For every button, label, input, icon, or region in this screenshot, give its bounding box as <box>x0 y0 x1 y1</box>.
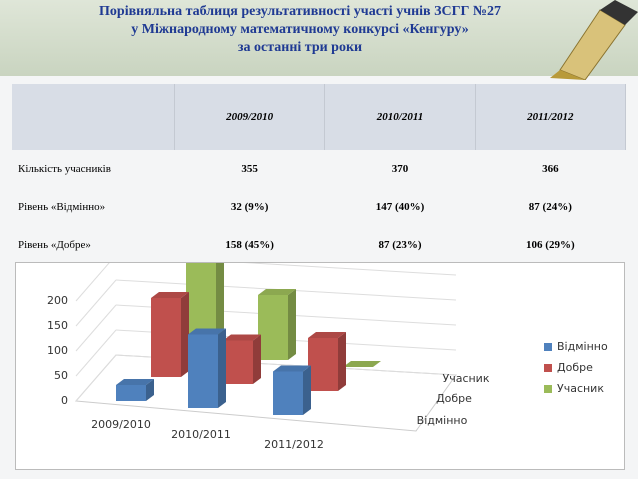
bar-front <box>273 371 303 415</box>
bar-front <box>188 334 218 408</box>
chart: 0 50 100 150 200 2009/2010 2010/2011 2011/2012 В… <box>15 262 625 470</box>
bar-top <box>343 361 381 367</box>
header-row: 2009/2010 2010/2011 2011/2012 <box>12 84 627 150</box>
value-cell: 366 <box>542 163 559 175</box>
table-row: Кількість учасників 355 370 366 <box>12 150 626 188</box>
value-cell: 370 <box>391 163 409 175</box>
legend-swatch <box>544 364 552 372</box>
x-tick-label: 2010/2011 <box>171 428 231 441</box>
y-tick-label: 50 <box>54 369 68 382</box>
bar-front <box>308 338 338 391</box>
bar-top <box>151 292 189 298</box>
header-cell: 2009/2010 <box>174 84 326 150</box>
value-cell: 87 (23%) <box>378 239 422 251</box>
bar <box>223 334 261 384</box>
header-band <box>0 0 638 76</box>
bar-front <box>223 340 253 384</box>
depth-label: Відмінно <box>417 414 468 427</box>
bar-front <box>151 298 181 377</box>
bar <box>258 289 296 360</box>
bar <box>116 379 154 401</box>
depth-label: Добре <box>436 392 472 405</box>
table-row: Рівень «Відмінно» 32 (9%) 147 (40%) 87 (24%… <box>12 188 626 226</box>
bar-side <box>146 379 154 401</box>
bar-front <box>116 385 146 401</box>
legend-label: Учасник <box>557 382 604 395</box>
corner-cell <box>12 84 175 150</box>
value-cell: 106 (29%) <box>526 239 575 251</box>
table-row: Рівень «Добре» 158 (45%) 87 (23%) 106 (29%) <box>12 226 626 264</box>
grid-line <box>243 263 457 276</box>
label-cell: Рівень «Добре» <box>18 239 91 251</box>
y-tick-label: 150 <box>47 319 68 332</box>
bar-side <box>338 332 346 391</box>
value-cell: 158 (45%) <box>225 239 274 251</box>
y-tick-label: 100 <box>47 344 68 357</box>
bar-front <box>258 295 288 360</box>
bar-side <box>218 328 226 408</box>
x-tick-label: 2011/2012 <box>264 438 324 451</box>
depth-label: Учасник <box>443 372 490 385</box>
bar <box>343 361 381 367</box>
grid-line <box>75 354 117 402</box>
grid-line <box>75 263 110 302</box>
y-tick-label: 200 <box>47 294 68 307</box>
legend-swatch <box>544 343 552 351</box>
bar <box>188 328 226 408</box>
results-table: 2009/2010 2010/2011 2011/2012 Кількість … <box>12 84 627 264</box>
title-line: за останні три роки <box>237 40 363 55</box>
bar-side <box>181 292 189 377</box>
value-cell: 87 (24%) <box>528 201 572 213</box>
bar-side <box>253 334 261 384</box>
bar-side <box>303 365 311 415</box>
bar-side <box>288 289 296 360</box>
legend-swatch <box>544 385 552 393</box>
header-cell: 2011/2012 <box>475 84 627 150</box>
bar <box>273 365 311 415</box>
bar-top <box>273 365 311 372</box>
value-cell: 355 <box>241 163 258 175</box>
bar-top <box>223 334 261 341</box>
label-cell: Кількість учасників <box>18 163 111 175</box>
bar-top <box>188 328 226 335</box>
label-cell: Рівень «Відмінно» <box>18 201 106 213</box>
y-tick-label: 0 <box>61 394 68 407</box>
header-cell: 2010/2011 <box>324 84 476 150</box>
value-cell: 32 (9%) <box>230 201 269 213</box>
bar-top <box>308 332 346 338</box>
bar <box>151 292 189 377</box>
title-line: у Міжнародному математичному конкурсі «К… <box>131 22 469 37</box>
grid-line <box>75 279 117 327</box>
pen-icon <box>550 0 638 80</box>
title-line: Порівняльна таблиця результативності уча… <box>99 4 501 19</box>
grid-line <box>75 329 117 377</box>
bar-top <box>258 289 296 295</box>
value-cell: 147 (40%) <box>375 201 425 213</box>
x-tick-label: 2009/2010 <box>91 418 151 431</box>
grid-line <box>75 304 117 352</box>
legend-label: Добре <box>557 361 593 374</box>
bar-top <box>116 379 154 385</box>
bar <box>308 332 346 391</box>
legend-label: Відмінно <box>557 340 608 353</box>
